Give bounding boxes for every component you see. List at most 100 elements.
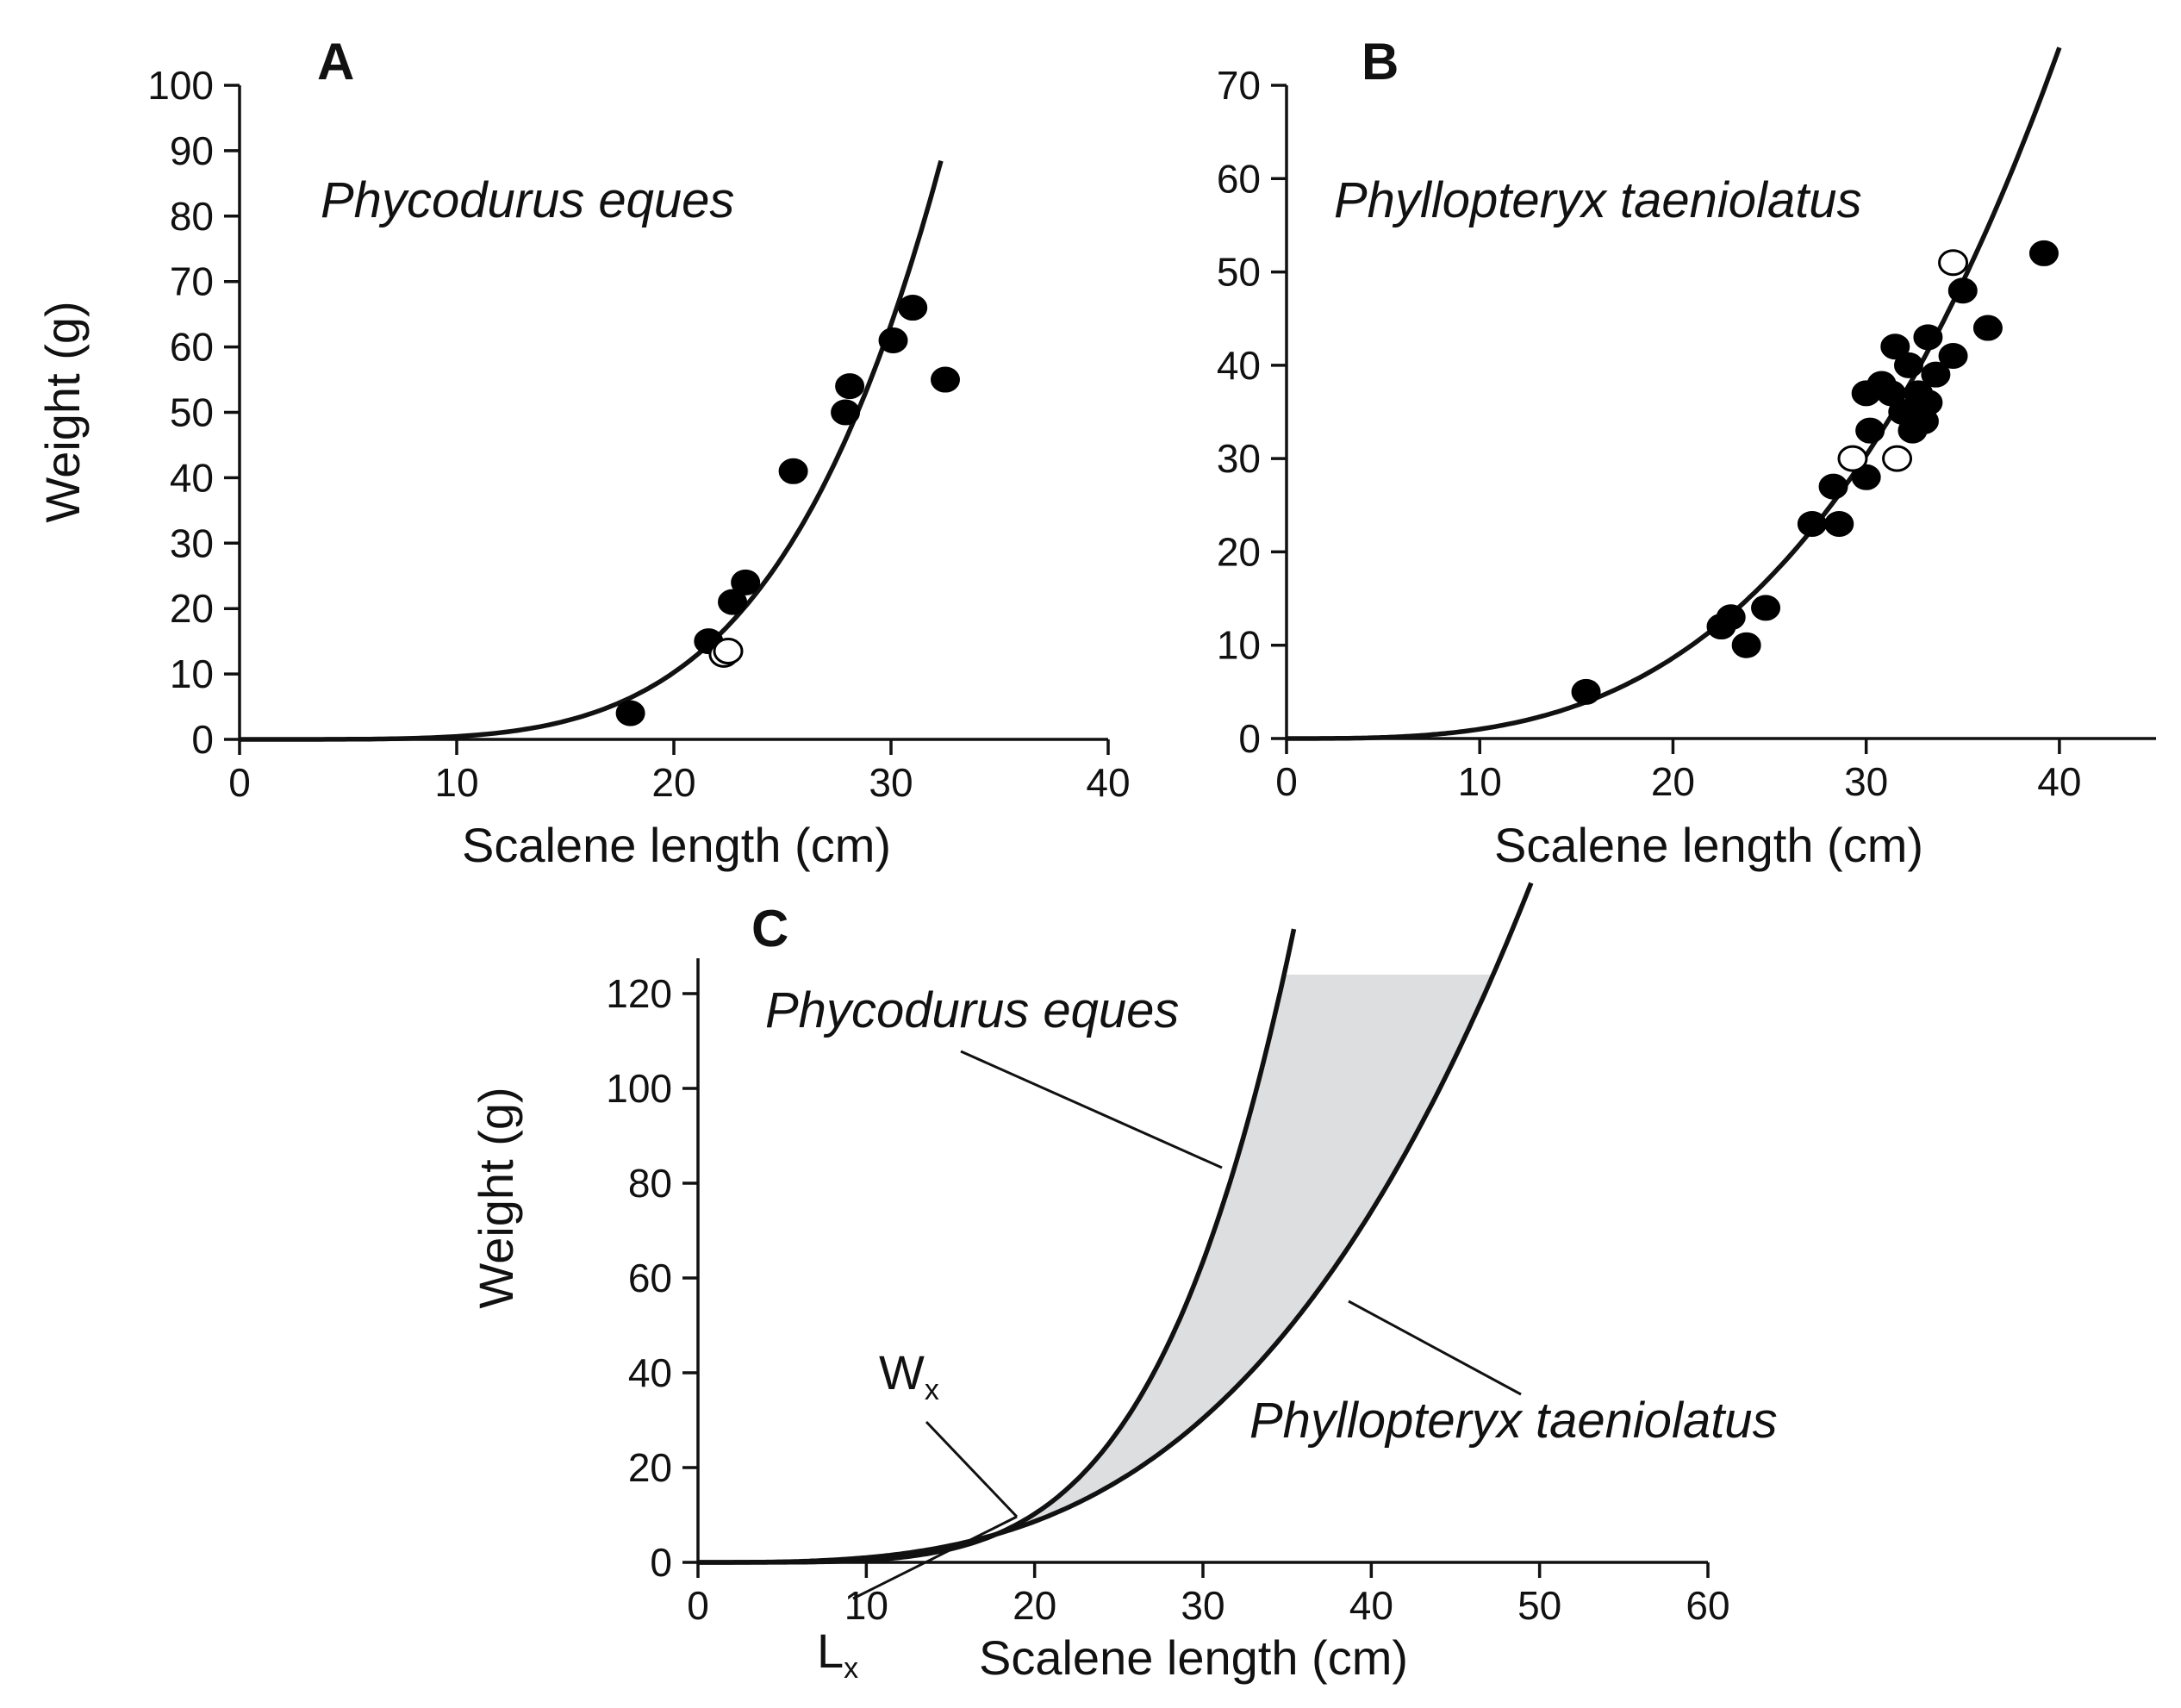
panel-b-x-tick-label: 20 <box>1651 759 1695 804</box>
panel-b-point-filled <box>1893 352 1923 378</box>
panel-b-point-open <box>1938 249 1969 277</box>
panel-b-point-filled <box>1972 315 2003 341</box>
panel-b-point-filled <box>2028 240 2059 266</box>
panel-a-x-tick-label: 0 <box>228 760 251 805</box>
panel-b-point-filled <box>1818 473 1848 500</box>
panel-b-y-tick-label: 50 <box>1217 250 1261 295</box>
panel-a-axes: 0 10 20 30 40 0 10 20 30 40 50 60 70 80 90 100 <box>147 63 1130 805</box>
panel-b-axes: 0 10 20 30 40 0 10 20 30 40 50 60 70 <box>1217 63 2156 804</box>
panel-b-x-axis-title: Scalene length (cm) <box>1494 818 1923 872</box>
panel-c-letter: C <box>751 900 788 957</box>
panel-b-point-filled <box>1913 324 1943 351</box>
panel-b-point-filled <box>1880 333 1910 360</box>
panel-a-point-filled <box>831 399 861 426</box>
panel-a-y-axis-title: Weight (g) <box>35 301 90 522</box>
panel-c-x-tick-label: 40 <box>1349 1583 1393 1628</box>
panel-b-point-filled <box>1851 464 1881 490</box>
panel-b-y-tick-label: 0 <box>1238 716 1261 761</box>
panel-c-x-axis-title: Scalene length (cm) <box>979 1630 1408 1685</box>
leader-line-lx <box>852 1515 1018 1600</box>
panel-a-y-tick-label: 90 <box>170 128 214 173</box>
panel-a-point-filled <box>778 458 808 484</box>
panel-c-x-tick-label: 0 <box>687 1583 709 1628</box>
panel-a-point-filled <box>835 373 865 400</box>
lx-label: Lx <box>817 1624 858 1685</box>
lx-label-sub: x <box>844 1652 858 1685</box>
panel-b-y-tick-label: 20 <box>1217 529 1261 574</box>
panel-c-y-tick-label: 80 <box>628 1161 672 1206</box>
panel-c-chart: C 0 10 20 30 40 50 60 0 20 40 60 80 100 120 Weight (g… <box>469 882 1778 1685</box>
panel-b-fit-curve-group <box>1287 47 2062 741</box>
panel-b-point-filled <box>1938 343 1968 370</box>
panel-c-x-tick-label: 10 <box>844 1583 888 1628</box>
panel-c-y-tick-label: 0 <box>650 1540 672 1585</box>
panel-a-y-tick-label: 40 <box>170 455 214 500</box>
wx-label-sub: x <box>925 1374 939 1406</box>
panel-c-y-tick-label: 40 <box>628 1350 672 1395</box>
panel-a-y-tick-label: 20 <box>170 586 214 631</box>
panel-b-points <box>1571 240 2059 705</box>
panel-a-x-tick-label: 20 <box>651 760 695 805</box>
panel-c-x-tick-label: 30 <box>1181 1583 1224 1628</box>
panel-b-point-filled <box>1824 510 1854 537</box>
panel-c-axes: 0 10 20 30 40 50 60 0 20 40 60 80 100 120 <box>606 958 1730 1628</box>
panel-a-species-label: Phycodurus eques <box>321 172 734 228</box>
panel-c-curve-taeniolatus <box>698 882 1534 1565</box>
leader-line-eques <box>960 1050 1223 1169</box>
panel-c-species-label-taeniolatus: Phyllopteryx taeniolatus <box>1249 1393 1778 1449</box>
panel-b-y-tick-label: 10 <box>1217 623 1261 668</box>
panel-a-fit-curve <box>240 159 944 742</box>
panel-b-point-filled <box>1947 277 1978 304</box>
panel-c-shaded-region <box>1021 975 1493 1526</box>
panel-a-letter: A <box>317 33 354 90</box>
panel-b-point-open <box>1882 445 1913 472</box>
leader-line-taeniolatus <box>1348 1300 1522 1396</box>
wx-label-main: W <box>879 1345 925 1399</box>
panel-c-shading-group <box>1021 975 1493 1526</box>
panel-b-point-filled <box>1921 361 1951 388</box>
panel-c-y-tick-label: 100 <box>606 1066 672 1111</box>
panel-b-fit-curve <box>1287 47 2062 741</box>
panel-a-x-axis-title: Scalene length (cm) <box>462 818 891 872</box>
panel-b-point-filled <box>1913 390 1943 416</box>
panel-b-y-tick-label: 30 <box>1217 436 1261 481</box>
leader-line-wx <box>925 1420 1019 1518</box>
panel-a-point-filled <box>878 327 908 354</box>
panel-a-y-tick-label: 70 <box>170 259 214 304</box>
panel-b-y-tick-label: 70 <box>1217 63 1261 108</box>
panel-a-point-filled <box>731 569 761 595</box>
panel-b-x-tick-label: 0 <box>1275 759 1298 804</box>
panel-b-species-label: Phyllopteryx taeniolatus <box>1334 172 1862 228</box>
panel-a-points <box>615 295 960 726</box>
panel-c-y-axis-title: Weight (g) <box>469 1087 523 1308</box>
panel-b-point-filled <box>1797 510 1827 537</box>
panel-a-y-tick-label: 80 <box>170 194 214 239</box>
panel-a-point-filled <box>898 295 928 321</box>
panel-c-y-tick-label: 120 <box>606 971 672 1016</box>
panel-b-x-tick-label: 30 <box>1844 759 1888 804</box>
panel-b-point-filled <box>1855 417 1885 444</box>
panel-a-y-tick-label: 30 <box>170 521 214 565</box>
panel-a-y-tick-label: 50 <box>170 390 214 435</box>
panel-a-point-filled <box>718 589 748 615</box>
panel-b-y-tick-label: 40 <box>1217 343 1261 388</box>
panel-c-x-tick-label: 20 <box>1013 1583 1056 1628</box>
panel-b-point-filled <box>1571 678 1601 705</box>
panel-a-fit-curve-group <box>240 159 944 742</box>
panel-a-point-open <box>713 638 744 665</box>
panel-b-letter: B <box>1362 33 1399 90</box>
panel-c-y-tick-label: 20 <box>628 1445 672 1490</box>
panel-a-x-tick-label: 10 <box>434 760 478 805</box>
panel-a-point-filled <box>931 366 960 393</box>
panel-a-y-tick-label: 100 <box>147 63 214 108</box>
panel-a-x-tick-label: 30 <box>869 760 913 805</box>
panel-a-x-tick-label: 40 <box>1086 760 1130 805</box>
panel-c-y-tick-label: 60 <box>628 1256 672 1300</box>
panel-b-y-tick-label: 60 <box>1217 156 1261 201</box>
panel-c-curves <box>698 882 1534 1565</box>
panel-b-x-tick-label: 10 <box>1458 759 1502 804</box>
wx-label: Wx <box>879 1345 939 1406</box>
panel-b-point-filled <box>1716 604 1746 631</box>
panel-c-species-label-eques: Phycodurus eques <box>765 982 1179 1038</box>
